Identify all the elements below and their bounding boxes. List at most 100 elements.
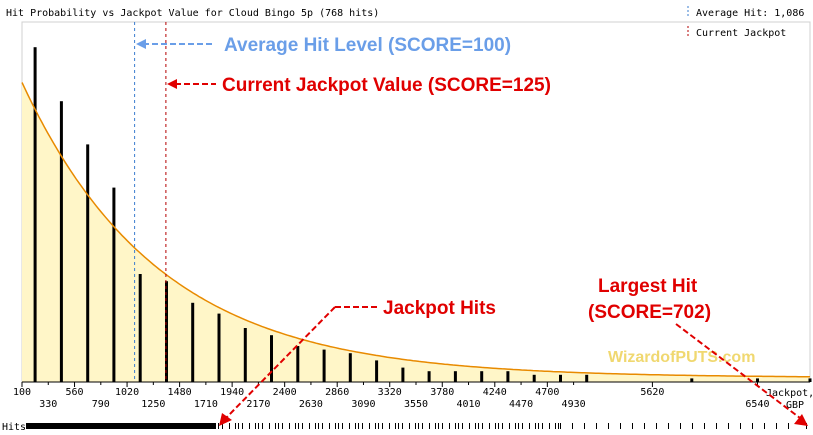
hit-bar-7 <box>217 313 221 382</box>
x-tick-label-upper-4: 1940 <box>220 387 244 398</box>
hit-tick-6 <box>242 423 243 429</box>
x-tick-label-upper-11: 5620 <box>640 387 664 398</box>
hit-tick-32 <box>375 423 376 429</box>
hit-tick-52 <box>475 423 476 429</box>
hit-bar-14 <box>401 367 405 382</box>
hit-tick-16 <box>295 423 296 429</box>
hit-tick-50 <box>462 423 463 429</box>
hit-bar-13 <box>375 360 379 382</box>
largest-annotation-line1: Largest Hit <box>598 276 698 297</box>
current-arrow-head <box>167 79 177 89</box>
hit-tick-51 <box>469 423 470 429</box>
hit-tick-68 <box>555 423 556 429</box>
hits-label: Hits <box>2 422 26 433</box>
hit-tick-39 <box>409 423 410 429</box>
x-tick-label-upper-9: 4240 <box>483 387 507 398</box>
x-tick-label-lower-3: 1710 <box>194 399 218 410</box>
hit-tick-29 <box>358 423 359 429</box>
hit-tick-73 <box>596 423 597 429</box>
hit-tick-19 <box>309 423 310 429</box>
x-tick-label-upper-8: 3780 <box>430 387 454 398</box>
legend: Average Hit: 1,086 Current Jackpot <box>687 6 804 39</box>
hit-tick-70 <box>560 423 561 429</box>
hit-tick-88 <box>776 423 777 429</box>
hit-tick-71 <box>572 423 573 429</box>
hit-bar-0 <box>33 47 37 382</box>
hit-tick-64 <box>535 423 536 429</box>
x-tick-label-upper-6: 2860 <box>325 387 349 398</box>
hit-tick-78 <box>656 423 657 429</box>
hit-bar-15 <box>427 371 431 382</box>
hit-bar-9 <box>270 335 273 382</box>
hit-tick-26 <box>342 423 343 429</box>
hit-tick-25 <box>338 423 339 429</box>
hit-tick-35 <box>389 423 390 429</box>
hit-tick-76 <box>632 423 633 429</box>
watermark: WizardofPUTS.com <box>608 349 755 366</box>
x-tick-label-lower-0: 330 <box>39 399 57 410</box>
hit-tick-47 <box>449 423 450 429</box>
hit-tick-44 <box>435 423 436 429</box>
hit-tick-13 <box>278 423 279 429</box>
hit-tick-85 <box>740 423 741 429</box>
hit-tick-0 <box>26 423 216 429</box>
average-annotation-text: Average Hit Level (SCORE=100) <box>224 35 511 56</box>
hit-tick-89 <box>788 423 789 429</box>
hit-tick-10 <box>262 423 263 429</box>
chart-title: Hit Probability vs Jackpot Value for Clo… <box>6 8 379 19</box>
annotation-current: Current Jackpot Value (SCORE=125) <box>167 75 551 96</box>
x-tick-label-lower-10: 4930 <box>562 399 586 410</box>
hit-tick-37 <box>398 423 399 429</box>
hit-tick-24 <box>335 423 336 429</box>
hit-bar-5 <box>165 281 168 382</box>
hit-tick-42 <box>422 423 423 429</box>
hit-bar-20 <box>559 374 562 382</box>
hit-tick-79 <box>668 423 669 429</box>
hit-tick-28 <box>355 423 356 429</box>
hit-tick-69 <box>558 423 559 429</box>
hit-tick-41 <box>418 423 419 429</box>
largest-annotation-line2: (SCORE=702) <box>588 302 711 323</box>
hit-tick-77 <box>644 423 645 429</box>
hit-bar-1 <box>59 101 63 382</box>
x-axis-unit: GBP <box>786 400 804 411</box>
hit-bar-21 <box>585 374 589 382</box>
hit-tick-61 <box>518 423 519 429</box>
hit-tick-7 <box>249 423 250 429</box>
hit-bar-24 <box>808 378 812 382</box>
x-tick-label-upper-7: 3320 <box>378 387 402 398</box>
x-axis-label: Jackpot, <box>766 388 813 399</box>
hit-tick-75 <box>620 423 621 429</box>
hit-bar-18 <box>506 371 510 382</box>
hit-tick-23 <box>329 423 330 429</box>
x-tick-label-upper-2: 1020 <box>115 387 139 398</box>
hit-tick-84 <box>728 423 729 429</box>
hit-tick-54 <box>482 423 483 429</box>
hit-tick-82 <box>704 423 705 429</box>
hit-tick-80 <box>680 423 681 429</box>
hit-bar-4 <box>138 274 142 382</box>
x-tick-label-lower-7: 3550 <box>404 399 428 410</box>
hits-annotation-text: Jackpot Hits <box>383 298 496 319</box>
hit-tick-30 <box>362 423 363 429</box>
hit-tick-1 <box>218 423 219 429</box>
hit-tick-22 <box>322 423 323 429</box>
x-tick-label-lower-11: 6540 <box>745 399 769 410</box>
annotation-average: Average Hit Level (SCORE=100) <box>136 35 511 56</box>
hit-tick-62 <box>522 423 523 429</box>
x-tick-label-lower-5: 2630 <box>299 399 323 410</box>
hit-tick-40 <box>415 423 416 429</box>
hit-tick-8 <box>255 423 256 429</box>
hit-tick-46 <box>442 423 443 429</box>
x-tick-label-lower-8: 4010 <box>456 399 480 410</box>
hit-bar-19 <box>532 374 536 382</box>
hit-tick-17 <box>298 423 299 429</box>
hit-tick-81 <box>692 423 693 429</box>
hit-tick-65 <box>538 423 539 429</box>
hit-tick-43 <box>429 423 430 429</box>
x-tick-label-lower-9: 4470 <box>509 399 533 410</box>
hit-bar-2 <box>86 144 90 382</box>
hit-tick-20 <box>315 423 316 429</box>
hit-tick-3 <box>229 423 230 429</box>
